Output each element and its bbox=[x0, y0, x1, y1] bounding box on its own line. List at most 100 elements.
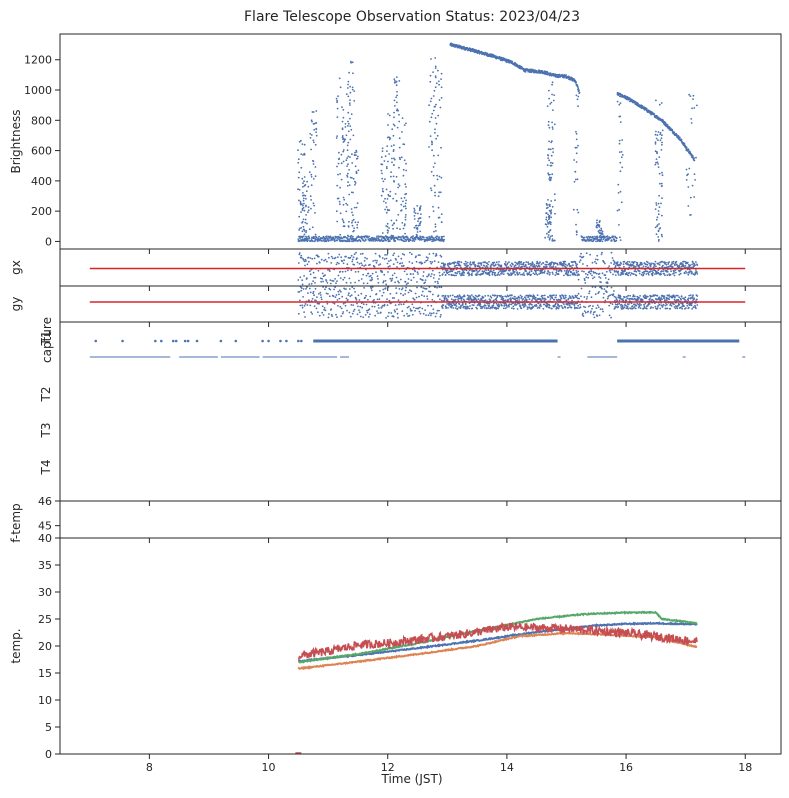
brightness-point bbox=[595, 221, 598, 224]
brightness-point bbox=[352, 134, 355, 137]
gx-point bbox=[624, 270, 626, 273]
gy-point bbox=[299, 304, 302, 307]
gx-point bbox=[334, 278, 336, 280]
gx-point bbox=[376, 275, 379, 278]
brightness-point bbox=[359, 240, 362, 243]
brightness-point bbox=[398, 156, 401, 159]
gy-point bbox=[588, 290, 591, 293]
gy-point bbox=[387, 286, 390, 288]
brightness-point bbox=[348, 240, 351, 243]
gy-point bbox=[598, 314, 601, 317]
gy-point bbox=[470, 298, 473, 301]
brightness-point bbox=[313, 237, 316, 240]
gx-point bbox=[506, 262, 509, 265]
brightness-point bbox=[658, 172, 661, 175]
gy-point bbox=[429, 290, 432, 293]
gx-point bbox=[392, 263, 395, 266]
brightness-point bbox=[656, 216, 659, 219]
gx-point bbox=[300, 256, 303, 259]
gx-point bbox=[358, 262, 361, 265]
gy-point bbox=[678, 303, 681, 306]
gx-point bbox=[476, 274, 478, 276]
gy-point bbox=[611, 303, 614, 305]
gx-point bbox=[437, 282, 439, 285]
brightness-point bbox=[344, 123, 347, 125]
brightness-point bbox=[395, 96, 398, 99]
brightness-point bbox=[548, 222, 551, 224]
gx-point bbox=[354, 271, 357, 273]
gy-point bbox=[472, 295, 475, 298]
brightness-point bbox=[299, 237, 301, 240]
brightness-point bbox=[435, 82, 438, 85]
gx-point bbox=[638, 270, 641, 273]
brightness-point bbox=[392, 123, 395, 126]
gy-point bbox=[411, 313, 414, 316]
brightness-point bbox=[309, 133, 312, 135]
gy-point bbox=[613, 295, 616, 298]
gx-point bbox=[599, 277, 602, 279]
brightness-point bbox=[550, 216, 552, 219]
gx-point bbox=[368, 275, 371, 278]
brightness-point bbox=[392, 197, 394, 200]
gy-point bbox=[576, 302, 579, 305]
gx-point bbox=[396, 261, 399, 264]
brightness-point bbox=[656, 161, 659, 164]
gy-point bbox=[687, 297, 690, 299]
brightness-point bbox=[347, 141, 350, 144]
brightness-point bbox=[355, 206, 358, 209]
brightness-point bbox=[549, 210, 552, 213]
brightness-point bbox=[354, 165, 357, 168]
brightness-point bbox=[409, 239, 412, 242]
gx-point bbox=[626, 260, 629, 263]
gx-point bbox=[663, 272, 665, 275]
gy-point bbox=[509, 297, 512, 300]
gx-point bbox=[312, 280, 314, 283]
gy-point bbox=[685, 307, 687, 309]
gy-point bbox=[411, 303, 414, 306]
brightness-point bbox=[402, 168, 405, 171]
gx-point bbox=[551, 261, 553, 264]
brightness-point bbox=[550, 200, 553, 202]
gy-point bbox=[618, 299, 621, 302]
gy-point bbox=[633, 306, 636, 308]
brightness-point bbox=[304, 221, 307, 224]
brightness-point bbox=[656, 152, 658, 154]
gy-point bbox=[690, 304, 693, 307]
gy-point bbox=[660, 297, 662, 299]
gy-point bbox=[460, 299, 463, 301]
y-tick-label: 35 bbox=[38, 559, 52, 572]
gx-point bbox=[590, 269, 592, 271]
gy-point bbox=[429, 312, 431, 315]
gx-point bbox=[497, 273, 499, 276]
gx-point bbox=[382, 281, 385, 284]
brightness-point bbox=[356, 240, 359, 243]
gx-point bbox=[682, 263, 684, 266]
brightness-point bbox=[335, 210, 338, 213]
brightness-point bbox=[340, 162, 343, 165]
gx-point bbox=[572, 264, 574, 267]
brightness-point bbox=[659, 133, 661, 136]
brightness-point bbox=[402, 174, 405, 177]
gx-point bbox=[492, 263, 495, 265]
brightness-point bbox=[384, 235, 387, 237]
gx-point bbox=[340, 256, 343, 259]
gx-point bbox=[542, 271, 544, 274]
gy-point bbox=[363, 287, 365, 289]
brightness-point bbox=[381, 172, 383, 175]
brightness-point bbox=[419, 206, 421, 209]
brightness-point bbox=[401, 117, 404, 119]
gx-point bbox=[322, 280, 324, 283]
gy-point bbox=[617, 294, 620, 296]
brightness-point bbox=[395, 80, 398, 83]
brightness-point bbox=[654, 208, 657, 211]
brightness-point bbox=[303, 228, 305, 231]
brightness-point bbox=[429, 80, 432, 83]
gx-point bbox=[564, 260, 567, 263]
status-capture-dot bbox=[285, 339, 288, 343]
gx-point bbox=[603, 261, 605, 264]
brightness-point bbox=[546, 232, 548, 235]
brightness-point bbox=[339, 233, 342, 236]
brightness-point bbox=[511, 60, 514, 63]
brightness-point bbox=[356, 157, 359, 160]
gy-point bbox=[674, 295, 676, 298]
